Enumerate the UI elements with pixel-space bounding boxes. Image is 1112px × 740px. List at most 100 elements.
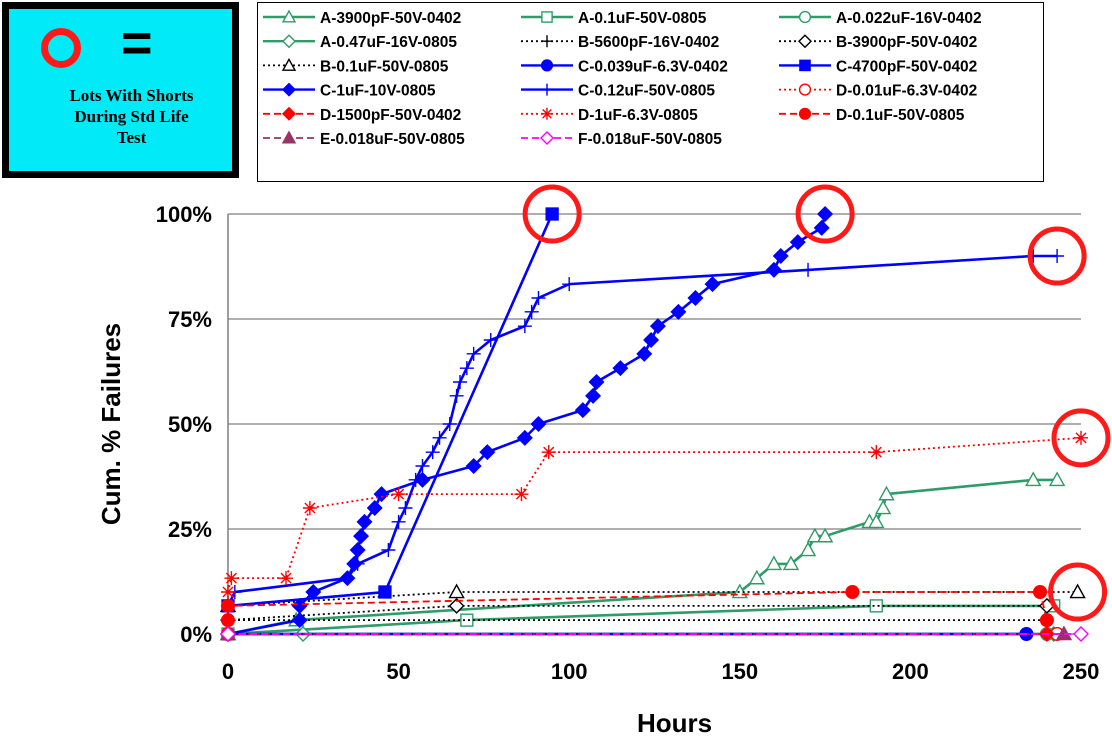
data-point [1048,471,1066,487]
data-point [1039,613,1054,628]
data-point [806,527,824,543]
legend-entry-b-0-1uf-50v-0805: B-0.1uF-50V-0805 [263,57,449,75]
series-line [226,254,1058,607]
series-c-4700pf-50v-0402 [221,207,559,613]
data-point [531,291,546,305]
y-tick-label: 75% [168,307,212,332]
y-tick-label: 0% [180,622,212,647]
data-point [517,319,532,334]
legend-label: A-3900pF-50V-0402 [320,10,461,27]
legend-marker [798,83,812,96]
x-tick-label: 50 [386,659,410,684]
data-point [643,332,660,348]
legend-entry-d-0-01uf-6-3v-0402: D-0.01uF-6.3V-0402 [779,83,977,100]
series-line [227,478,1058,636]
legend-marker [798,107,812,120]
x-tick-label: 200 [892,659,929,684]
data-point [878,485,895,501]
data-point [588,374,605,390]
data-point [398,501,413,515]
data-point [1033,585,1048,600]
data-point [291,612,308,629]
legend-entry-d-1uf-6-3v-0805: D-1uF-6.3V-0805 [521,107,698,124]
legend-label: A-0.022uF-16V-0402 [836,10,982,27]
data-point [874,499,892,515]
legend-entry-c-1uf-10v-0805: C-1uF-10V-0805 [263,83,436,100]
data-point [340,571,355,586]
data-point [817,206,834,222]
legend-label: C-1uF-10V-0805 [320,83,436,100]
legend-marker [541,35,553,48]
shorts-key-box: = Lots With Shorts During Std Life Test [2,2,239,178]
data-point [687,290,704,306]
data-point [748,569,766,585]
series-c-0-12uf-50v-0805 [221,249,1065,613]
series-d-1uf-6-3v-0805 [221,430,1088,599]
data-point [789,234,806,251]
legend-label: A-0.1uF-50V-0805 [578,10,707,27]
series-f-0-018uf-50v-0805 [220,626,1089,642]
data-point [868,513,885,529]
legend-entry-d-0-1uf-50v-0805: D-0.1uF-50V-0805 [779,107,965,124]
data-point [448,597,465,614]
y-axis-title: Cum. % Failures [96,323,126,525]
data-point [220,613,235,628]
data-point [391,487,406,502]
x-axis-title: Hours [637,708,712,738]
y-tick-label: 25% [168,517,212,542]
equals-sign: = [121,13,153,73]
data-point [670,303,687,320]
legend-label: D-0.01uF-6.3V-0402 [836,83,977,100]
legend-label: C-4700pF-50V-0402 [836,58,977,75]
data-point [366,500,383,516]
data-point [459,361,474,376]
data-point [448,583,465,599]
y-tick-label: 50% [168,412,212,437]
legend-label: D-0.1uF-50V-0805 [836,107,965,124]
data-point [221,585,235,599]
legend-entry-b-3900pf-50v-0402: B-3900pF-50V-0402 [779,34,977,51]
data-point [869,599,883,613]
data-point [704,276,721,293]
data-point [765,261,782,278]
data-point [378,585,392,599]
data-point [545,207,559,221]
series-line [227,605,1047,621]
legend-label: B-0.1uF-50V-0805 [320,58,449,75]
data-point [524,304,539,319]
shorts-highlight-circle [522,184,582,244]
data-point [649,318,666,335]
legend-entries: A-3900pF-50V-0402 A-0.1uF-50V-0805 A-0.022… [263,9,982,148]
legend-marker [282,82,296,97]
legend-label: D-1uF-6.3V-0805 [578,107,698,124]
data-point [772,248,789,264]
shorts-highlight-circle [1051,408,1111,468]
legend-marker [541,83,553,96]
legend-label: D-1500pF-50V-0402 [320,107,461,124]
legend-marker [798,10,812,24]
series-c-1uf-10v-0805 [220,206,834,642]
legend-entry-a-3900pf-50v-0402: A-3900pF-50V-0402 [263,9,461,27]
data-point [845,585,860,600]
legend-marker [540,59,554,72]
legend-entry-c-4700pf-50v-0402: C-4700pF-50V-0402 [779,58,977,75]
data-point [466,346,481,361]
legend-entry-f-0-018uf-50v-0805: F-0.018uF-50V-0805 [521,131,722,148]
data-point [465,458,482,474]
data-point [353,528,370,545]
data-point [356,513,373,530]
data-point [516,429,533,446]
legend-label: B-3900pF-50V-0402 [836,34,977,51]
data-point [460,613,474,627]
data-point [585,387,602,404]
data-point [220,626,236,642]
chart-legend: A-3900pF-50V-0402 A-0.1uF-50V-0805 A-0.022… [257,2,1044,182]
legend-label: E-0.018uF-50V-0805 [320,131,465,148]
data-point [449,388,464,403]
data-point [562,277,577,292]
legend-label: F-0.018uF-50V-0805 [578,131,722,148]
data-point [1050,249,1065,263]
data-point [1069,583,1086,599]
legend-marker [541,11,553,23]
x-tick-label: 0 [222,659,234,684]
